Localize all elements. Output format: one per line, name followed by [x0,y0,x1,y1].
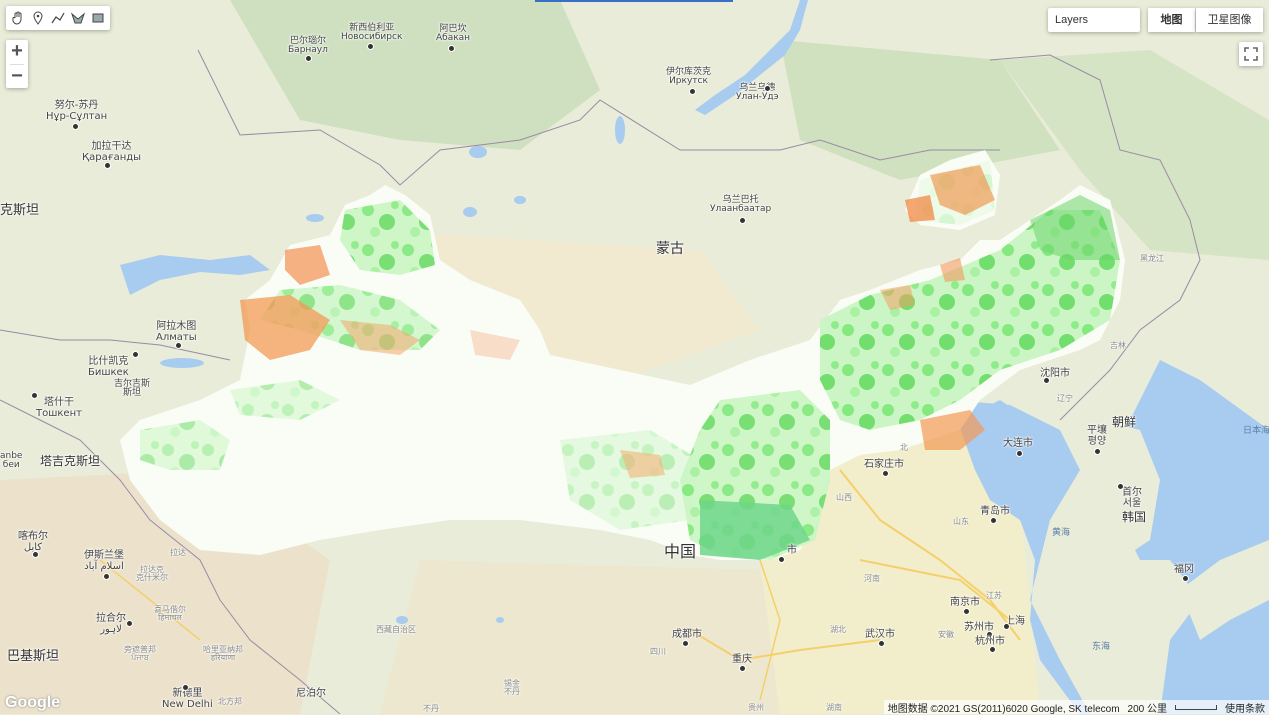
fullscreen-icon [1244,47,1258,61]
layers-label: Layers [1055,14,1089,26]
city-dot-hangzhou [989,646,996,653]
city-dot-suzhou [986,631,993,638]
city-dot-qingdao [990,517,997,524]
city-dot-dalian [1016,450,1023,457]
city-dot-wuhan [878,640,885,647]
city-dot-seoul [1117,483,1124,490]
draw-line-icon[interactable] [48,8,68,28]
attribution-bar: 地图数据 ©2021 GS(2011)6020 Google, SK telec… [883,700,1269,715]
city-dot-almaty [175,342,182,349]
city-dot-shanghai [1003,623,1010,630]
scale-label[interactable]: 200 公里 [1127,703,1167,715]
zoom-out-button[interactable]: − [11,65,23,87]
city-dot-shenyang [1043,377,1050,384]
city-dot-newdelhi [182,684,189,691]
draw-rectangle-icon[interactable] [88,8,108,28]
city-dot-kabul [32,551,39,558]
city-dot-pyongyang [1094,448,1101,455]
city-dot-abakan [448,45,455,52]
layers-button[interactable]: Layers [1048,8,1140,32]
city-dot-tashkent [31,392,38,399]
fullscreen-button[interactable] [1239,42,1263,66]
city-dot-ulaanbaatar [739,217,746,224]
map-data-attribution[interactable]: 地图数据 ©2021 GS(2011)6020 Google, SK telec… [887,703,1120,715]
city-dot-ulanude [764,85,771,92]
city-dot-barnaul [305,55,312,62]
city-dot-irkutsk [689,88,696,95]
city-dot-fukuoka [1182,575,1189,582]
city-dot-chongqing [739,665,746,672]
city-dot-bishkek [132,351,139,358]
city-dot-shijiazhuang [882,470,889,477]
city-dot-karaganda [104,162,111,169]
zoom-divider [10,64,24,65]
terms-link[interactable]: 使用条款 [1225,703,1265,715]
city-dot-nursultan [72,123,79,130]
city-dot-chengdu [682,640,689,647]
zoom-in-button[interactable]: + [11,40,23,62]
place-marker-icon[interactable] [28,8,48,28]
map-type-satellite-button[interactable]: 卫星图像 [1196,8,1263,32]
draw-shape-icon[interactable] [68,8,88,28]
pan-hand-icon[interactable] [8,8,28,28]
city-dot-nanjing [963,608,970,615]
city-dot-novosibirsk [367,43,374,50]
city-dot-xian [778,556,785,563]
scale-bar [1175,704,1217,710]
map-type-map-button[interactable]: 地图 [1148,8,1195,32]
google-logo[interactable]: Google [5,694,61,711]
city-dot-lahore [126,620,133,627]
city-dot-islamabad [103,573,110,580]
